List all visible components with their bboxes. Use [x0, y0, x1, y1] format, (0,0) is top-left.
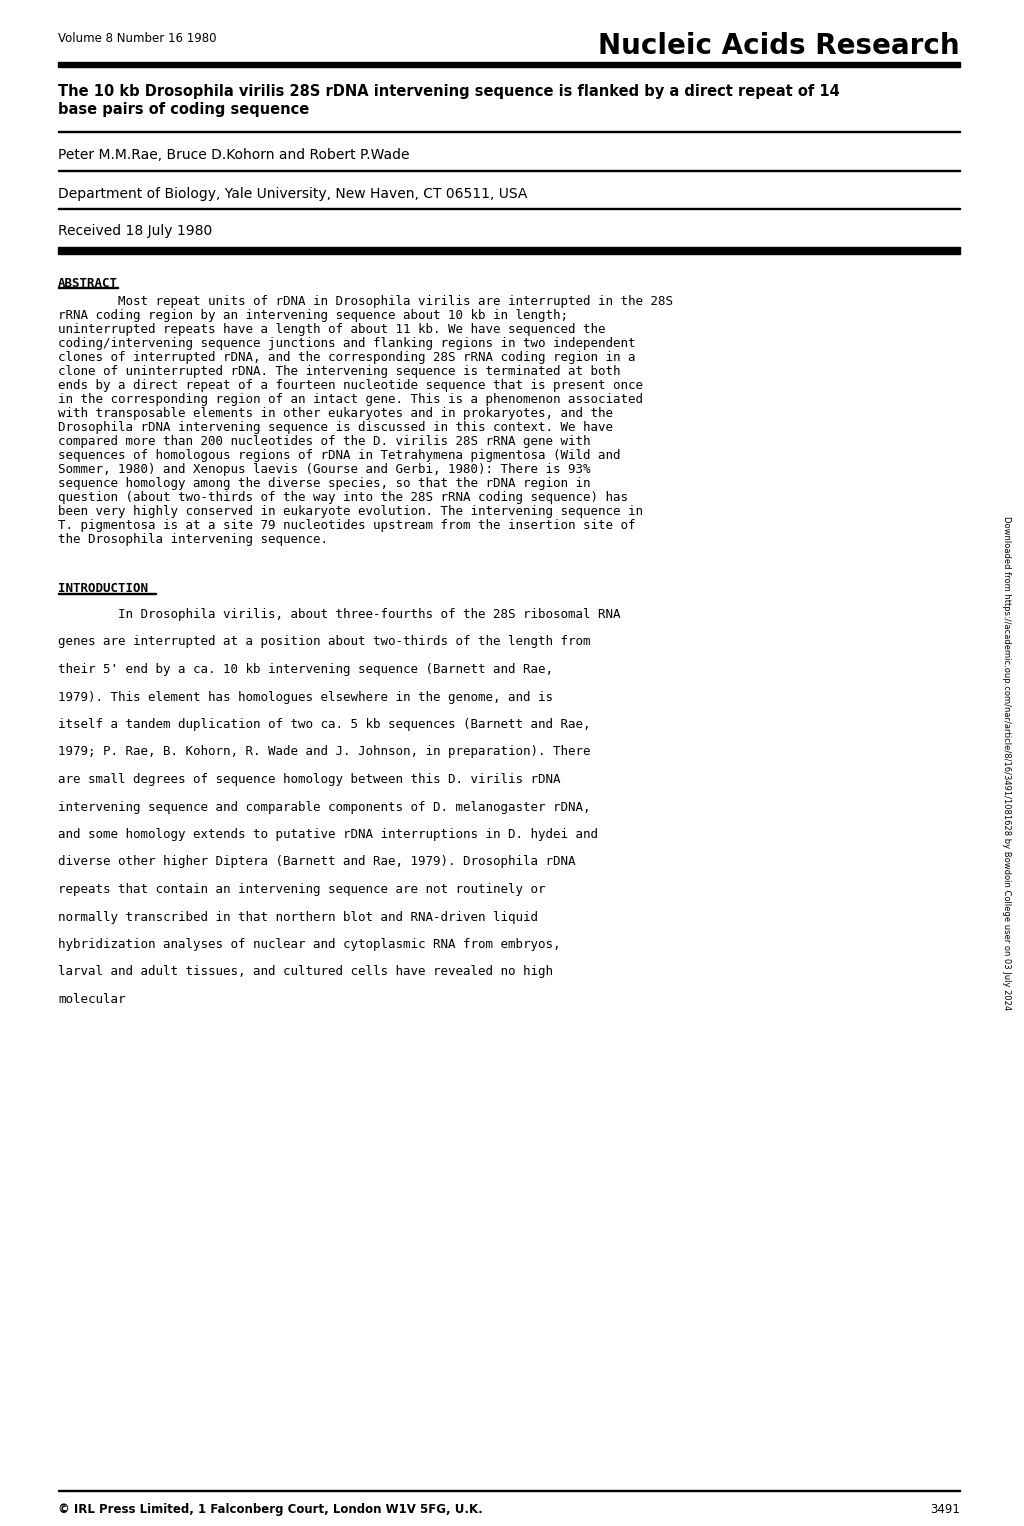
Text: ABSTRACT: ABSTRACT [58, 278, 118, 290]
Text: Downloaded from https://academic.oup.com/nar/article/8/16/3491/1081628 by Bowdoi: Downloaded from https://academic.oup.com… [1002, 516, 1012, 1010]
Text: diverse other higher Diptera (Barnett and Rae, 1979). Drosophila rDNA: diverse other higher Diptera (Barnett an… [58, 856, 575, 868]
Text: base pairs of coding sequence: base pairs of coding sequence [58, 102, 309, 118]
Text: are small degrees of sequence homology between this D. virilis rDNA: are small degrees of sequence homology b… [58, 774, 560, 786]
Text: uninterrupted repeats have a length of about 11 kb. We have sequenced the: uninterrupted repeats have a length of a… [58, 324, 605, 336]
Text: compared more than 200 nucleotides of the D. virilis 28S rRNA gene with: compared more than 200 nucleotides of th… [58, 435, 591, 449]
Text: normally transcribed in that northern blot and RNA-driven liquid: normally transcribed in that northern bl… [58, 911, 538, 923]
Text: clones of interrupted rDNA, and the corresponding 28S rRNA coding region in a: clones of interrupted rDNA, and the corr… [58, 351, 636, 365]
Text: genes are interrupted at a position about two-thirds of the length from: genes are interrupted at a position abou… [58, 635, 591, 649]
Text: their 5' end by a ca. 10 kb intervening sequence (Barnett and Rae,: their 5' end by a ca. 10 kb intervening … [58, 662, 553, 676]
Text: larval and adult tissues, and cultured cells have revealed no high: larval and adult tissues, and cultured c… [58, 966, 553, 978]
Text: 1979; P. Rae, B. Kohorn, R. Wade and J. Johnson, in preparation). There: 1979; P. Rae, B. Kohorn, R. Wade and J. … [58, 746, 591, 758]
Text: rRNA coding region by an intervening sequence about 10 kb in length;: rRNA coding region by an intervening seq… [58, 308, 568, 322]
Text: clone of uninterrupted rDNA. The intervening sequence is terminated at both: clone of uninterrupted rDNA. The interve… [58, 365, 621, 378]
Text: the Drosophila intervening sequence.: the Drosophila intervening sequence. [58, 533, 328, 546]
Text: Peter M.M.Rae, Bruce D.Kohorn and Robert P.Wade: Peter M.M.Rae, Bruce D.Kohorn and Robert… [58, 148, 410, 162]
Text: © IRL Press Limited, 1 Falconberg Court, London W1V 5FG, U.K.: © IRL Press Limited, 1 Falconberg Court,… [58, 1503, 482, 1515]
Text: hybridization analyses of nuclear and cytoplasmic RNA from embryos,: hybridization analyses of nuclear and cy… [58, 938, 560, 951]
Text: intervening sequence and comparable components of D. melanogaster rDNA,: intervening sequence and comparable comp… [58, 801, 591, 813]
Text: sequence homology among the diverse species, so that the rDNA region in: sequence homology among the diverse spec… [58, 478, 591, 490]
Text: with transposable elements in other eukaryotes and in prokaryotes, and the: with transposable elements in other euka… [58, 407, 613, 420]
Text: Nucleic Acids Research: Nucleic Acids Research [598, 32, 961, 60]
Text: Sommer, 1980) and Xenopus laevis (Gourse and Gerbi, 1980): There is 93%: Sommer, 1980) and Xenopus laevis (Gourse… [58, 462, 591, 476]
Text: 1979). This element has homologues elsewhere in the genome, and is: 1979). This element has homologues elsew… [58, 690, 553, 703]
Text: been very highly conserved in eukaryote evolution. The intervening sequence in: been very highly conserved in eukaryote … [58, 505, 643, 517]
Text: In Drosophila virilis, about three-fourths of the 28S ribosomal RNA: In Drosophila virilis, about three-fourt… [58, 607, 621, 621]
Text: repeats that contain an intervening sequence are not routinely or: repeats that contain an intervening sequ… [58, 884, 546, 896]
Text: itself a tandem duplication of two ca. 5 kb sequences (Barnett and Rae,: itself a tandem duplication of two ca. 5… [58, 719, 591, 731]
Text: coding/intervening sequence junctions and flanking regions in two independent: coding/intervening sequence junctions an… [58, 337, 636, 349]
Text: Volume 8 Number 16 1980: Volume 8 Number 16 1980 [58, 32, 216, 44]
Bar [58, 63, 961, 67]
Text: The 10 kb Drosophila virilis 28S rDNA intervening sequence is flanked by a direc: The 10 kb Drosophila virilis 28S rDNA in… [58, 84, 840, 99]
Text: INTRODUCTION: INTRODUCTION [58, 581, 148, 595]
Text: Received 18 July 1980: Received 18 July 1980 [58, 224, 212, 238]
Text: ends by a direct repeat of a fourteen nucleotide sequence that is present once: ends by a direct repeat of a fourteen nu… [58, 378, 643, 392]
Text: T. pigmentosa is at a site 79 nucleotides upstream from the insertion site of: T. pigmentosa is at a site 79 nucleotide… [58, 519, 636, 533]
Text: and some homology extends to putative rDNA interruptions in D. hydei and: and some homology extends to putative rD… [58, 829, 598, 841]
Text: question (about two-thirds of the way into the 28S rRNA coding sequence) has: question (about two-thirds of the way in… [58, 491, 628, 504]
Text: sequences of homologous regions of rDNA in Tetrahymena pigmentosa (Wild and: sequences of homologous regions of rDNA … [58, 449, 621, 462]
Text: Drosophila rDNA intervening sequence is discussed in this context. We have: Drosophila rDNA intervening sequence is … [58, 421, 613, 433]
Text: Most repeat units of rDNA in Drosophila virilis are interrupted in the 28S: Most repeat units of rDNA in Drosophila … [58, 295, 673, 308]
Text: Department of Biology, Yale University, New Haven, CT 06511, USA: Department of Biology, Yale University, … [58, 188, 527, 201]
Text: in the corresponding region of an intact gene. This is a phenomenon associated: in the corresponding region of an intact… [58, 394, 643, 406]
Bar [58, 247, 961, 253]
Text: molecular: molecular [58, 993, 126, 1006]
Text: 3491: 3491 [930, 1503, 961, 1515]
